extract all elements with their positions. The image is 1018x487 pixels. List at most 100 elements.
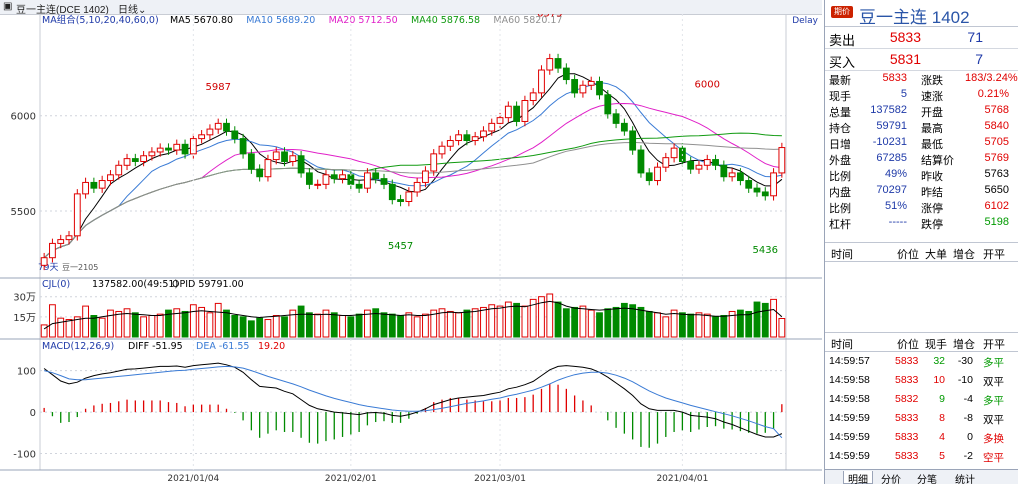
volume-bar	[347, 316, 355, 338]
candle-body	[206, 128, 214, 136]
candle-body	[256, 168, 264, 178]
volume-bar	[131, 312, 139, 338]
volume-bar	[322, 309, 330, 338]
stat-label: 外盘	[829, 155, 851, 167]
ma-label: MA10 5689.20	[246, 15, 315, 26]
volume-bar	[496, 305, 504, 338]
stat-value: 51%	[884, 200, 907, 212]
tick-price: 5833	[895, 374, 919, 386]
volume-bar	[720, 315, 728, 338]
candle-body	[438, 145, 446, 155]
candle-body	[687, 160, 695, 170]
quote-title: 期价 豆一主连 1402	[825, 0, 1018, 27]
extreme-label: 5436	[753, 245, 778, 256]
volume-bar	[189, 304, 197, 338]
stat-label: 昨结	[921, 187, 943, 199]
stats-table: 最新 5833 涨跌 183/3.24% 现手 5 速涨 0.21% 总量 137582 开盘 576…	[825, 70, 1018, 231]
stat-label: 跌停	[921, 219, 943, 231]
volume-bar	[339, 315, 346, 338]
ma-label: MA5 5670.80	[170, 15, 233, 26]
macd-value-label: 19.20	[258, 341, 285, 352]
stat-label: 杠杆	[829, 219, 851, 231]
volume-bar	[529, 298, 537, 338]
candle-body	[620, 122, 628, 132]
candle-body	[770, 172, 777, 197]
candle-body	[364, 172, 371, 189]
candle-body	[189, 138, 197, 155]
opid-line	[43, 300, 783, 330]
volume-bar	[247, 320, 255, 338]
y-tick-label: 6000	[11, 112, 36, 123]
stat-value: 5198	[984, 216, 1009, 228]
menu-icon[interactable]: ▣	[3, 1, 13, 12]
candle-body	[281, 151, 288, 162]
top-toolbar: ▣ 豆一主连(DCE 1402) 日线⌄	[0, 0, 822, 16]
ma-line-20	[43, 102, 782, 259]
stat-value: 5	[900, 88, 907, 100]
y-tick-label: -100	[13, 450, 36, 461]
volume-bar	[82, 305, 89, 338]
volume-bar	[513, 302, 521, 338]
volume-bar	[49, 304, 56, 338]
volume-bar	[430, 309, 438, 338]
tick-type: 双平	[983, 414, 1004, 426]
tick-volume: 9	[939, 393, 945, 405]
stat-value: -10231	[872, 136, 907, 148]
stat-label: 最低	[921, 139, 943, 151]
volume-bar	[612, 306, 620, 338]
stat-label: 比例	[829, 171, 851, 183]
candle-body	[538, 69, 545, 94]
stat-label: 最高	[921, 123, 943, 135]
stat-value: 137582	[870, 104, 907, 116]
candle-body	[214, 122, 222, 130]
overlay-label: 豆一2105	[62, 263, 98, 272]
tick-price: 5833	[895, 355, 919, 367]
candle-body	[455, 134, 462, 142]
candle-body	[330, 174, 338, 180]
period-selector[interactable]: 日线⌄	[118, 5, 147, 16]
candle-body	[753, 187, 761, 193]
candle-body	[397, 199, 404, 202]
candle-body	[596, 80, 603, 96]
candle-body	[446, 140, 454, 147]
ma-line-5	[43, 73, 783, 259]
stat-label: 涨停	[921, 203, 943, 215]
candle-body	[720, 164, 728, 178]
candle-body	[761, 191, 769, 197]
volume-bar	[223, 309, 230, 338]
opid-label: OPID 59791.00	[172, 279, 244, 290]
stat-value: 5840	[984, 120, 1009, 132]
y-tick-label: 15万	[13, 313, 36, 324]
candle-body	[65, 235, 73, 241]
tab-detail[interactable]: 明细	[843, 471, 873, 486]
tab-tick-by-tick[interactable]: 分笔	[917, 475, 937, 486]
candle-body	[322, 174, 330, 185]
tick-oi-change: -4	[963, 393, 973, 405]
candle-body	[637, 149, 645, 174]
volume-bar	[90, 315, 98, 338]
tab-statistics[interactable]: 统计	[955, 475, 975, 486]
status-badge: 期价	[831, 6, 853, 18]
quote-panel: 期价 豆一主连 1402 卖出 5833 71 买入 5831 7 最新 5833…	[824, 0, 1018, 486]
stat-label: 涨跌	[921, 75, 943, 87]
chart-svg[interactable]: 6000 5500 MA组合(5,10,20,40,60,0) MA5 5670.80…	[0, 8, 822, 484]
volume-bar	[372, 308, 380, 338]
candle-body	[695, 164, 703, 170]
tick-type: 空平	[983, 452, 1004, 464]
volume-bar	[654, 312, 661, 338]
volume-bar	[148, 315, 156, 338]
candle-body	[745, 180, 753, 189]
ma-line-10	[43, 81, 783, 259]
volume-bar	[355, 313, 363, 338]
symbol-title[interactable]: 豆一主连(DCE 1402)	[16, 5, 109, 16]
candle-body	[422, 170, 429, 183]
stat-label: 结算价	[921, 155, 954, 167]
candle-body	[372, 172, 380, 180]
tick-time: 14:59:58	[829, 374, 870, 386]
dea-label: DEA -61.55	[196, 341, 249, 352]
volume-bar	[297, 305, 305, 338]
chart-area[interactable]: 6000 5500 MA组合(5,10,20,40,60,0) MA5 5670.80…	[0, 8, 822, 484]
tick-header: 时间 价位 现手 增仓 开平	[825, 332, 1018, 352]
tick-row: 14:59:58 5832 9 -4 多平	[825, 390, 1018, 409]
tab-price-distribution[interactable]: 分价	[881, 475, 901, 486]
